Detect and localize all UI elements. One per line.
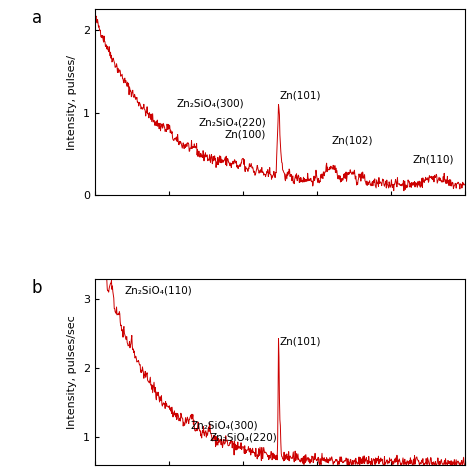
Y-axis label: Intensity, pulses/: Intensity, pulses/	[67, 55, 77, 150]
Text: Zn(110): Zn(110)	[413, 155, 454, 164]
Text: Zn₂SiO₄(300): Zn₂SiO₄(300)	[191, 420, 258, 430]
Text: Zn(100): Zn(100)	[224, 129, 265, 139]
Text: b: b	[32, 279, 43, 297]
Y-axis label: Intensity, pulses/sec: Intensity, pulses/sec	[67, 315, 77, 428]
Text: Zn(101): Zn(101)	[280, 336, 321, 346]
Text: Zn₂SiO₄(220): Zn₂SiO₄(220)	[210, 432, 277, 443]
Text: a: a	[32, 9, 42, 27]
Text: Zn₂SiO₄(220): Zn₂SiO₄(220)	[198, 118, 266, 128]
Text: Zn(101): Zn(101)	[280, 90, 321, 100]
Text: Zn₂SiO₄(110): Zn₂SiO₄(110)	[124, 286, 192, 296]
Text: Zn₂SiO₄(300): Zn₂SiO₄(300)	[176, 99, 244, 109]
Text: Zn(102): Zn(102)	[331, 136, 373, 146]
